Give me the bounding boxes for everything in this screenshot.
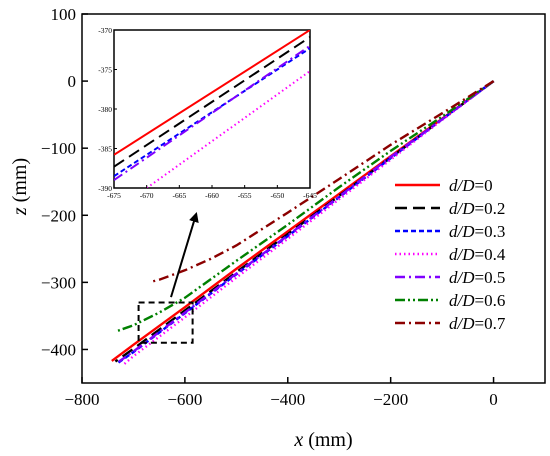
inset-series-line <box>114 30 310 156</box>
inset-y-tick-label: -380 <box>98 105 112 114</box>
x-axis-title: x (mm) <box>293 429 352 451</box>
y-tick-label: 100 <box>51 5 77 24</box>
legend-label: d/D=0 <box>449 176 493 195</box>
x-tick-label: 0 <box>489 390 498 409</box>
y-tick-label: −300 <box>41 273 76 292</box>
x-tick-label: −400 <box>270 390 305 409</box>
inset-series-group <box>114 30 310 188</box>
y-tick-label: −100 <box>41 139 76 158</box>
inset-x-tick-label: -655 <box>238 191 252 200</box>
inset-series-line <box>114 47 310 178</box>
x-tick-label: −800 <box>64 390 99 409</box>
zoom-box <box>137 301 194 344</box>
series-line <box>118 80 495 363</box>
series-line <box>151 80 495 283</box>
inset-x-tick-label: -675 <box>107 191 121 200</box>
legend-label: d/D=0.6 <box>449 291 505 310</box>
inset-plot: -675 -670 -665 -660 -655 -650 -645 -370 -375 -380… <box>98 26 317 200</box>
legend-label: d/D=0.5 <box>449 268 505 287</box>
legend-label: d/D=0.3 <box>449 222 505 241</box>
plot-frame <box>81 13 546 384</box>
zoom-arrow <box>170 212 199 298</box>
inset-y-tick-label: -390 <box>98 184 112 193</box>
x-tick-label: −600 <box>167 390 202 409</box>
series-line <box>117 80 495 364</box>
legend: d/D=0 d/D=0.2 d/D=0.3 d/D=0.4 d/D=0.5 d/D=0.6… <box>395 176 506 333</box>
inset-x-tick-label: -660 <box>205 191 219 200</box>
series-line <box>117 80 495 332</box>
inset-y-tick-label: -375 <box>98 66 112 75</box>
inset-background <box>113 29 311 189</box>
x-tick-label: −200 <box>373 390 408 409</box>
series-line <box>114 80 495 363</box>
main-axes: −800 −600 −400 −200 0 100 0 −100 −200 −300 −400 <box>41 5 546 409</box>
y-tick-label: −400 <box>41 340 76 359</box>
inset-x-tick-label: -645 <box>303 191 317 200</box>
inset-y-tick-label: -370 <box>98 26 112 35</box>
inset-axes: -675 -670 -665 -660 -655 -650 -645 -370 -375 -380… <box>98 26 317 200</box>
inset-y-tick-label: -385 <box>98 145 112 154</box>
y-tick-label: −200 <box>41 206 76 225</box>
legend-label: d/D=0.4 <box>449 245 506 264</box>
inset-series-line <box>114 36 310 168</box>
legend-label: d/D=0.2 <box>449 199 505 218</box>
legend-label: d/D=0.7 <box>449 314 506 333</box>
main-series-group <box>111 80 495 366</box>
inset-x-tick-label: -650 <box>270 191 284 200</box>
inset-series-line <box>146 70 310 188</box>
inset-x-tick-label: -670 <box>140 191 154 200</box>
y-axis-title: z (mm) <box>9 158 31 216</box>
inset-x-tick-label: -665 <box>172 191 186 200</box>
y-tick-label: 0 <box>68 72 77 91</box>
